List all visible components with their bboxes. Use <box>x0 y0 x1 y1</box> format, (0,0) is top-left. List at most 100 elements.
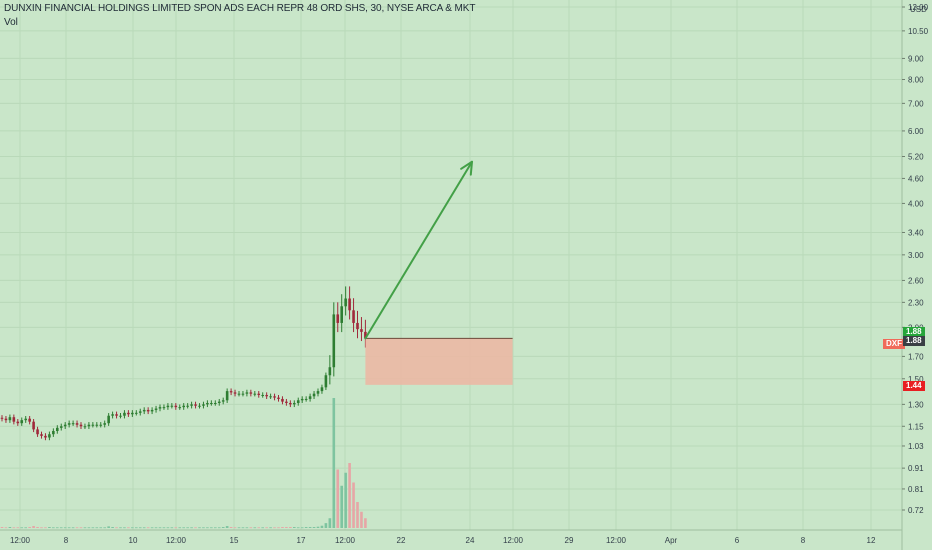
volume-bar <box>206 527 209 529</box>
projection-arrow-line <box>364 160 473 340</box>
volume-bar <box>20 527 24 529</box>
candle-body <box>265 394 268 397</box>
candle-body <box>71 423 75 425</box>
time-tick-label: 8 <box>801 536 806 545</box>
candle-body <box>261 394 264 396</box>
volume-bar <box>269 527 272 529</box>
candle-body <box>233 392 237 394</box>
candle-body <box>190 404 193 406</box>
candle-body <box>67 423 71 425</box>
volume-bar <box>214 527 217 529</box>
candle-body <box>131 412 134 415</box>
volume-bar <box>52 527 55 529</box>
candle-body <box>229 391 233 393</box>
candle-body <box>178 407 182 409</box>
volume-bar <box>320 525 324 528</box>
volume-bar <box>285 527 288 528</box>
candle-body <box>127 412 130 415</box>
time-axis[interactable]: 12:00 8 10 12:00 15 17 12:00 22 24 12:00 29 12:00 Ap… <box>10 536 876 545</box>
volume-bar <box>210 527 213 529</box>
volume-bar <box>154 527 158 529</box>
candle-body <box>304 398 308 400</box>
price-tick-label: 5.20 <box>908 153 924 162</box>
candle-body <box>8 417 12 421</box>
price-tick-label: 2.30 <box>908 298 924 307</box>
volume-bar <box>273 527 276 529</box>
candle-body <box>36 429 39 435</box>
volume-bar <box>95 527 99 529</box>
candle-body <box>289 402 292 405</box>
volume-bar <box>308 527 312 528</box>
candle-body <box>217 401 221 403</box>
candle-body <box>300 398 304 401</box>
candle-body <box>59 426 63 428</box>
drawings[interactable] <box>364 160 513 385</box>
volume-bar <box>119 527 122 529</box>
candle-body <box>225 391 229 401</box>
volume-bar <box>324 523 328 528</box>
candle-body <box>198 405 201 407</box>
volume-bar <box>229 527 233 528</box>
price-tick-label: 8.00 <box>908 75 924 84</box>
volume-bar <box>28 527 31 528</box>
volume-bar <box>91 527 95 529</box>
candle-body <box>142 409 146 412</box>
volume-bar <box>186 527 189 529</box>
candle-body <box>249 392 253 394</box>
volume-label: Vol <box>4 17 18 28</box>
candle-body <box>340 306 343 323</box>
candle-body <box>158 407 162 409</box>
time-tick-label: Apr <box>665 536 678 545</box>
price-tick-label: 7.00 <box>908 99 924 108</box>
price-tick-label: 12.00 <box>908 3 929 12</box>
volume-bar <box>182 527 185 529</box>
candle-body <box>320 387 324 392</box>
volume-bar <box>36 527 39 528</box>
candle-body <box>352 310 355 323</box>
price-tick-label: 6.00 <box>908 127 924 136</box>
last-price-tag: 1.88 <box>903 327 925 338</box>
candle-body <box>277 397 280 399</box>
volume-bar <box>360 511 363 528</box>
projection-arrow-head <box>460 160 473 176</box>
volume-bar <box>233 527 237 529</box>
candle-body <box>328 367 332 376</box>
volume-bars <box>0 398 367 529</box>
volume-bar <box>71 527 75 529</box>
volume-bar <box>142 527 146 529</box>
candle-body <box>245 392 249 394</box>
volume-bar <box>352 482 355 528</box>
volume-bar <box>162 527 166 529</box>
candle-body <box>174 405 178 408</box>
volume-bar <box>281 527 284 528</box>
candle-body <box>95 424 99 426</box>
price-tick-label: 0.91 <box>908 464 924 473</box>
volume-bar <box>56 527 59 529</box>
volume-bar <box>178 527 182 529</box>
volume-bar <box>265 527 268 529</box>
volume-bar <box>253 527 257 529</box>
volume-bar <box>135 527 138 529</box>
candle-body <box>364 331 367 339</box>
candle-body <box>296 400 300 403</box>
volume-bar <box>202 527 205 529</box>
time-tick-label: 12:00 <box>166 536 187 545</box>
volume-bar <box>99 527 103 529</box>
volume-bar <box>328 518 332 528</box>
candle-body <box>182 405 185 408</box>
candle-body <box>20 420 24 424</box>
candle-body <box>206 402 209 405</box>
candle-body <box>344 298 347 307</box>
time-tick-label: 24 <box>466 536 475 545</box>
candle-body <box>0 417 4 419</box>
volume-bar <box>332 398 336 528</box>
time-tick-label: 12 <box>867 536 876 545</box>
volume-bar <box>63 527 67 529</box>
time-tick-label: 12:00 <box>335 536 356 545</box>
candle-body <box>308 396 312 399</box>
volume-bar <box>8 527 12 528</box>
candle-body <box>87 424 91 427</box>
